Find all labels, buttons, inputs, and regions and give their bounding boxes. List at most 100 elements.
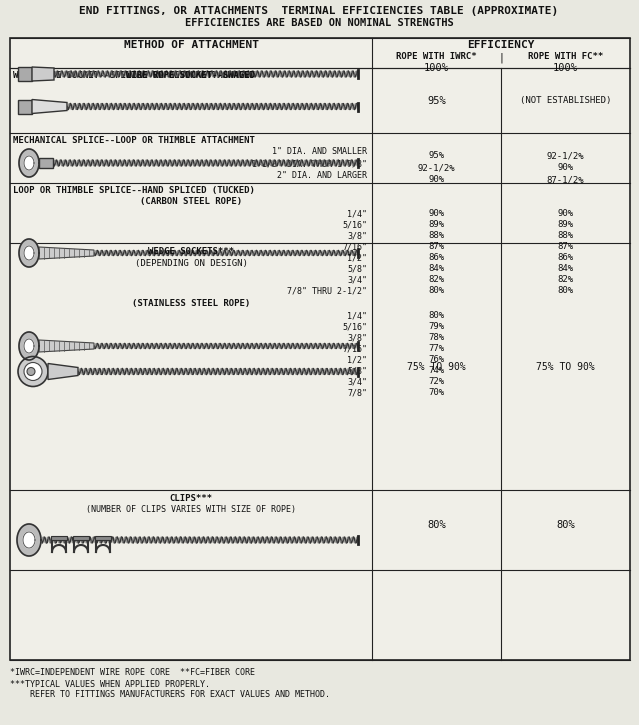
Text: 80%: 80% [556,520,575,530]
Text: 7/16": 7/16" [342,344,367,353]
Text: 86%: 86% [428,253,445,262]
Text: ***TYPICAL VALUES WHEN APPLIED PROPERLY.: ***TYPICAL VALUES WHEN APPLIED PROPERLY. [10,680,210,689]
Polygon shape [32,67,54,81]
Text: 87%: 87% [557,242,574,251]
Polygon shape [24,246,34,260]
Text: 95%: 95% [427,96,446,106]
Text: 86%: 86% [557,253,574,262]
Bar [10,38,630,660]
Text: 74%: 74% [428,366,445,375]
Text: 5/16": 5/16" [342,322,367,331]
Text: 90%: 90% [428,175,445,184]
Polygon shape [24,339,34,353]
Circle shape [24,362,42,381]
Polygon shape [39,340,94,352]
Text: END FITTINGS, OR ATTACHMENTS  TERMINAL EFFICIENCIES TABLE (APPROXIMATE): END FITTINGS, OR ATTACHMENTS TERMINAL EF… [79,6,558,16]
Text: 87-1/2%: 87-1/2% [547,175,584,184]
Text: REFER TO FITTINGS MANUFACTURERS FOR EXACT VALUES AND METHOD.: REFER TO FITTINGS MANUFACTURERS FOR EXAC… [10,690,330,699]
Text: WIRE ROPE SOCKET--SPELTER OR RESIN ATTACHMENT: WIRE ROPE SOCKET--SPELTER OR RESIN ATTAC… [13,71,255,80]
Bar [39,158,53,168]
Text: 3/8": 3/8" [347,231,367,240]
Text: 75% TO 90%: 75% TO 90% [407,362,466,371]
Polygon shape [48,363,78,379]
Text: 79%: 79% [428,322,445,331]
Text: 80%: 80% [427,520,446,530]
Polygon shape [39,247,94,259]
Bar [18,67,32,81]
Bar [95,536,111,540]
Text: 5/8": 5/8" [347,264,367,273]
Text: 87%: 87% [428,242,445,251]
Text: 1/4": 1/4" [347,311,367,320]
Text: 80%: 80% [428,311,445,320]
Text: 78%: 78% [428,333,445,342]
Text: 70%: 70% [428,388,445,397]
Text: (NOT ESTABLISHED): (NOT ESTABLISHED) [520,96,611,105]
Text: 80%: 80% [428,286,445,295]
Bar [51,536,67,540]
Bar [18,99,32,114]
Text: (NUMBER OF CLIPS VARIES WITH SIZE OF ROPE): (NUMBER OF CLIPS VARIES WITH SIZE OF ROP… [86,505,296,514]
Text: 5/8": 5/8" [347,366,367,375]
Text: EFFICIENCY: EFFICIENCY [467,40,535,50]
Text: METHOD OF ATTACHMENT: METHOD OF ATTACHMENT [123,40,259,50]
Text: 75% TO 90%: 75% TO 90% [536,362,595,371]
Text: 89%: 89% [557,220,574,229]
Text: 82%: 82% [557,275,574,284]
Text: 1/2": 1/2" [347,355,367,364]
Text: 80%: 80% [557,286,574,295]
Text: 100%: 100% [424,63,449,73]
Text: 82%: 82% [428,275,445,284]
Text: 90%: 90% [557,209,574,218]
Text: 84%: 84% [557,264,574,273]
Text: 88%: 88% [428,231,445,240]
Circle shape [27,368,35,376]
Polygon shape [23,532,35,548]
Text: MECHANICAL SPLICE--LOOP OR THIMBLE ATTACHMENT: MECHANICAL SPLICE--LOOP OR THIMBLE ATTAC… [13,136,255,145]
Polygon shape [17,524,41,556]
Text: 7/16": 7/16" [342,242,367,251]
Text: 3/4": 3/4" [347,275,367,284]
Polygon shape [19,149,39,177]
Text: 1/4": 1/4" [347,209,367,218]
Text: 92-1/2%: 92-1/2% [547,151,584,160]
Circle shape [18,357,48,386]
Text: 7/8" THRU 2-1/2": 7/8" THRU 2-1/2" [287,286,367,295]
Text: 95%: 95% [428,151,445,160]
Text: 1" DIA. AND SMALLER: 1" DIA. AND SMALLER [272,147,367,156]
Text: ROPE WITH FC**: ROPE WITH FC** [528,52,603,61]
Text: 90%: 90% [428,209,445,218]
Text: 89%: 89% [428,220,445,229]
Text: 2" DIA. AND LARGER: 2" DIA. AND LARGER [277,171,367,180]
Text: (CARBON STEEL ROPE): (CARBON STEEL ROPE) [140,197,242,206]
Text: 90%: 90% [557,163,574,172]
Text: EFFICIENCIES ARE BASED ON NOMINAL STRENGTHS: EFFICIENCIES ARE BASED ON NOMINAL STRENG… [185,18,454,28]
Text: WIRE ROPE SOCKET--SWAGED: WIRE ROPE SOCKET--SWAGED [127,71,256,80]
Text: 7/8": 7/8" [347,388,367,397]
Polygon shape [32,99,67,114]
Text: (DEPENDING ON DESIGN): (DEPENDING ON DESIGN) [135,259,247,268]
Text: 92-1/2%: 92-1/2% [418,163,456,172]
Text: 5/16": 5/16" [342,220,367,229]
Text: 3/4": 3/4" [347,377,367,386]
Text: (STAINLESS STEEL ROPE): (STAINLESS STEEL ROPE) [132,299,250,308]
Text: 1-1/8" DIA. THUR 1-7/8": 1-1/8" DIA. THUR 1-7/8" [252,159,367,168]
Text: LOOP OR THIMBLE SPLICE--HAND SPLICED (TUCKED): LOOP OR THIMBLE SPLICE--HAND SPLICED (TU… [13,186,255,195]
Text: |: | [498,52,504,62]
Text: *IWRC=INDEPENDENT WIRE ROPE CORE  **FC=FIBER CORE: *IWRC=INDEPENDENT WIRE ROPE CORE **FC=FI… [10,668,255,677]
Text: 72%: 72% [428,377,445,386]
Text: 77%: 77% [428,344,445,353]
Bar [73,536,89,540]
Text: ROPE WITH IWRC*: ROPE WITH IWRC* [396,52,477,61]
Text: 100%: 100% [553,63,578,73]
Text: 3/8": 3/8" [347,333,367,342]
Polygon shape [24,156,34,170]
Text: CLIPS***: CLIPS*** [169,494,213,503]
Text: 84%: 84% [428,264,445,273]
Text: WEDGE SOCKETS***: WEDGE SOCKETS*** [148,247,234,256]
Text: 1/2": 1/2" [347,253,367,262]
Text: 76%: 76% [428,355,445,364]
Polygon shape [19,239,39,267]
Polygon shape [19,332,39,360]
Text: 88%: 88% [557,231,574,240]
